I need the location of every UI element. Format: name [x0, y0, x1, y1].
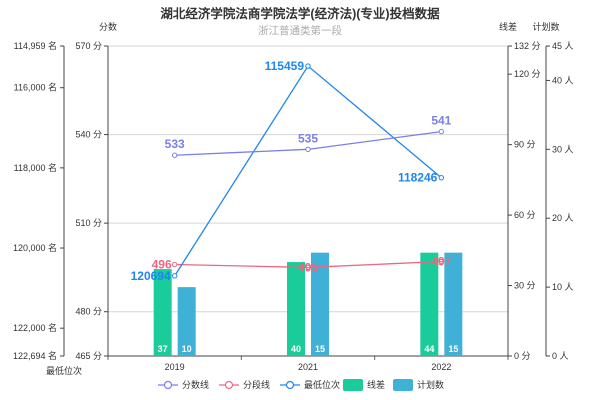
series-point — [171, 261, 178, 268]
line-diff-tick-label: 30 分 — [514, 281, 536, 291]
series-value-label: 541 — [431, 114, 451, 128]
plan-tick-label: 20 人 — [552, 213, 574, 223]
series-value-label: 533 — [165, 137, 185, 151]
series-point — [171, 152, 178, 158]
bar-plan — [444, 252, 463, 356]
series-value-label: 495 — [298, 260, 318, 274]
series-value-label: 115459 — [265, 59, 305, 73]
legend-label: 计划数 — [417, 379, 444, 390]
score-tick-label: 480 分 — [75, 307, 102, 317]
plan-tick-label: 10 人 — [552, 282, 574, 292]
bar-plan — [311, 252, 329, 356]
series-point — [171, 273, 178, 279]
x-tick-label: 2019 — [165, 362, 185, 372]
rank-tick-label: 118,000 名 — [14, 162, 57, 173]
score-tick-label: 465 分 — [75, 351, 102, 361]
line-diff-tick-label: 60 分 — [514, 210, 536, 220]
series-value-label: 535 — [298, 131, 318, 145]
score-tick-label: 510 分 — [75, 218, 102, 228]
chart-subtitle: 浙江普通类第一段 — [258, 24, 342, 37]
x-tick-label: 2021 — [298, 362, 318, 372]
bar-value-label: 44 — [424, 344, 434, 354]
rank-axis-name: 最低位次 — [46, 365, 82, 376]
plan-tick-label: 0 人 — [552, 351, 569, 361]
rank-tick-label: 122,694 名 — [13, 350, 57, 361]
x-tick-label: 2022 — [431, 362, 451, 372]
legend-point-symbol[interactable] — [163, 380, 173, 390]
series-value-label: 120694 — [131, 269, 171, 283]
series-point — [438, 128, 445, 135]
legend-bar-symbol[interactable] — [343, 379, 363, 391]
rank-tick-label: 120,000 名 — [13, 242, 57, 253]
series-point — [438, 258, 445, 265]
legend-point-symbol[interactable] — [224, 380, 234, 390]
score-tick-label: 540 分 — [75, 130, 102, 140]
chart-title: 湖北经济学院法商学院法学(经济法)(专业)投档数据 — [160, 6, 440, 21]
series-value-label: 496 — [152, 257, 172, 271]
legend-label: 分段线 — [243, 379, 270, 390]
score-tick-label: 570 分 — [75, 41, 102, 51]
plan-tick-label: 30 人 — [552, 144, 574, 154]
bar-value-label: 40 — [291, 344, 301, 354]
rank-tick-label: 114,959 名 — [14, 40, 57, 51]
bar-line-diff — [153, 269, 172, 356]
plan-tick-label: 45 人 — [552, 41, 574, 51]
series-point — [305, 146, 311, 153]
plan-tick-label: 40 人 — [552, 75, 574, 85]
bar-value-label: 10 — [182, 344, 192, 354]
bar-value-label: 37 — [158, 344, 168, 354]
legend-point-symbol[interactable] — [285, 380, 295, 390]
legend-label: 线差 — [367, 379, 385, 390]
rank-tick-label: 122,000 名 — [13, 322, 57, 333]
line-diff-tick-label: 0 分 — [514, 351, 531, 361]
bar-line-diff — [420, 252, 439, 356]
line-diff-tick-label: 132 分 — [514, 41, 541, 51]
series-value-label: 118246 — [398, 171, 438, 185]
series-point — [438, 175, 445, 181]
line-diff-tick-label: 120 分 — [514, 69, 541, 79]
bar-value-label: 15 — [315, 344, 325, 354]
bar-line-diff — [287, 262, 305, 356]
line-diff-axis-name: 线差 — [499, 21, 517, 32]
series-point — [305, 63, 311, 69]
rank-tick-label: 116,000 名 — [14, 82, 57, 93]
legend-label: 分数线 — [182, 379, 209, 390]
line-diff-tick-label: 90 分 — [514, 140, 536, 150]
legend-bar-symbol[interactable] — [393, 379, 413, 391]
score-axis-name: 分数 — [99, 21, 117, 32]
series-point — [305, 264, 311, 271]
bar-plan — [177, 287, 196, 356]
legend-label: 最低位次 — [304, 379, 340, 390]
series-value-label: 497 — [431, 255, 451, 269]
bar-value-label: 15 — [448, 344, 458, 354]
plan-axis-name: 计划数 — [532, 21, 559, 32]
